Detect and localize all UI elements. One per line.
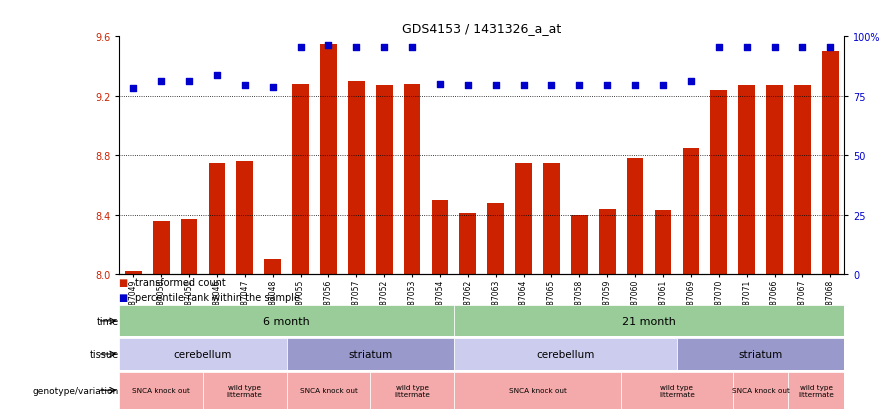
Text: wild type
littermate: wild type littermate: [659, 384, 695, 397]
Bar: [677, 339, 844, 370]
Point: [740, 44, 754, 51]
Text: cerebellum: cerebellum: [537, 349, 595, 359]
Point: [545, 83, 559, 90]
Bar: [286, 372, 370, 409]
Point: [433, 81, 447, 88]
Bar: [209, 163, 225, 275]
Text: wild type
littermate: wild type littermate: [394, 384, 430, 397]
Point: [154, 78, 168, 85]
Bar: [598, 209, 615, 275]
Bar: [460, 214, 476, 275]
Point: [684, 78, 698, 85]
Bar: [627, 159, 644, 275]
Bar: [153, 221, 170, 275]
Point: [516, 83, 530, 90]
Point: [489, 83, 503, 90]
Bar: [682, 149, 699, 275]
Text: time: time: [96, 316, 118, 326]
Point: [823, 44, 837, 51]
Bar: [738, 86, 755, 275]
Bar: [376, 86, 392, 275]
Bar: [293, 85, 309, 275]
Bar: [571, 215, 588, 275]
Bar: [621, 372, 733, 409]
Point: [628, 83, 642, 90]
Text: cerebellum: cerebellum: [174, 349, 232, 359]
Bar: [125, 272, 141, 275]
Point: [322, 43, 336, 50]
Bar: [453, 372, 621, 409]
Text: SNCA knock out: SNCA knock out: [508, 387, 567, 393]
Text: ■: ■: [119, 292, 132, 302]
Bar: [543, 163, 560, 275]
Bar: [119, 372, 203, 409]
Point: [656, 83, 670, 90]
Bar: [789, 372, 844, 409]
Bar: [203, 372, 286, 409]
Text: ■: ■: [119, 278, 132, 288]
Bar: [431, 200, 448, 275]
Point: [126, 86, 141, 93]
Point: [405, 44, 419, 51]
Text: 6 month: 6 month: [263, 316, 310, 326]
Point: [572, 83, 586, 90]
Text: striatum: striatum: [348, 349, 392, 359]
Point: [461, 83, 475, 90]
Text: SNCA knock out: SNCA knock out: [732, 387, 789, 393]
Bar: [119, 339, 286, 370]
Text: percentile rank within the sample: percentile rank within the sample: [135, 292, 301, 302]
Text: transformed count: transformed count: [135, 278, 226, 288]
Point: [210, 72, 224, 79]
Bar: [286, 339, 453, 370]
Bar: [119, 306, 453, 337]
Text: genotype/variation: genotype/variation: [33, 386, 118, 395]
Bar: [453, 306, 844, 337]
Point: [238, 83, 252, 90]
Bar: [655, 211, 671, 275]
Bar: [453, 339, 677, 370]
Point: [796, 44, 810, 51]
Point: [767, 44, 781, 51]
Bar: [348, 82, 365, 275]
Point: [349, 44, 363, 51]
Bar: [404, 85, 421, 275]
Bar: [370, 372, 453, 409]
Bar: [320, 45, 337, 275]
Text: striatum: striatum: [738, 349, 782, 359]
Bar: [487, 203, 504, 275]
Title: GDS4153 / 1431326_a_at: GDS4153 / 1431326_a_at: [402, 21, 561, 35]
Text: SNCA knock out: SNCA knock out: [133, 387, 190, 393]
Point: [377, 44, 392, 51]
Point: [712, 44, 726, 51]
Text: wild type
littermate: wild type littermate: [798, 384, 834, 397]
Bar: [766, 86, 783, 275]
Point: [265, 84, 279, 91]
Bar: [822, 52, 839, 275]
Bar: [515, 163, 532, 275]
Bar: [711, 90, 728, 275]
Text: 21 month: 21 month: [622, 316, 676, 326]
Point: [293, 44, 308, 51]
Point: [600, 83, 614, 90]
Text: tissue: tissue: [89, 349, 118, 359]
Point: [182, 78, 196, 85]
Bar: [794, 86, 811, 275]
Bar: [236, 162, 253, 275]
Text: SNCA knock out: SNCA knock out: [300, 387, 357, 393]
Bar: [733, 372, 789, 409]
Bar: [264, 260, 281, 275]
Bar: [180, 220, 197, 275]
Text: wild type
littermate: wild type littermate: [227, 384, 263, 397]
